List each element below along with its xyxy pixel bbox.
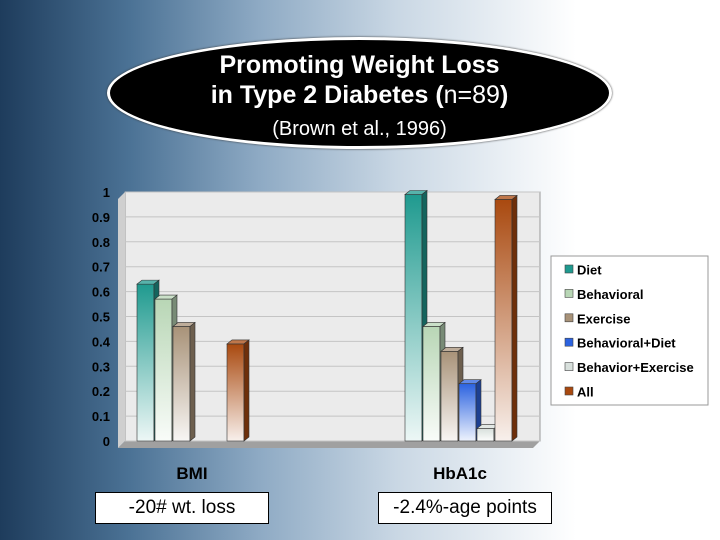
note-bmi: -20# wt. loss [95,492,269,524]
bar [458,379,482,442]
legend-swatch [564,313,574,323]
y-tick-label: 0.1 [92,409,110,424]
title-ellipse [107,37,612,149]
y-tick-label: 0.6 [92,285,110,300]
title-sample-size: n=89 [443,81,500,109]
bar-front [136,283,155,442]
bar-front [458,383,477,442]
title-suffix: ) [499,81,509,109]
y-axis-ticks: 0 0.1 0.2 0.3 0.4 0.5 0.6 0.7 0.8 0.9 1 [92,185,111,449]
note-hba1c: -2.4%-age points [378,492,552,524]
legend-label: All [577,385,594,400]
legend-label: Behavioral+Diet [577,336,676,351]
legend-swatch [564,289,574,298]
bar [172,321,196,442]
legend-swatch [564,337,574,347]
bar-front [404,194,423,442]
title-line-2: in Type 2 Diabetes (n=89) [107,80,612,110]
bar-front [440,351,459,442]
y-tick-label: 0.3 [92,359,110,374]
legend-swatch [564,362,574,371]
bar-front [494,199,513,442]
slide-title: Promoting Weight Loss in Type 2 Diabetes… [107,50,612,110]
x-axis-categories: BMI HbA1c [176,464,487,483]
legend-label: Diet [577,263,602,278]
bar-side [243,339,250,442]
y-tick-label: 0 [103,434,110,449]
bar-front [476,428,495,442]
y-tick-label: 0.8 [92,235,110,250]
y-tick-label: 0.5 [92,310,110,325]
bar-front [422,326,441,442]
bar-front [172,326,191,442]
legend-label: Behavior+Exercise [577,360,694,375]
bar-side [189,321,196,442]
slide-subtitle: (Brown et al., 1996) [272,118,447,140]
y-tick-label: 0.2 [92,384,110,399]
plot-floor [118,441,540,448]
legend-label: Exercise [577,311,631,326]
bar [494,194,518,442]
title-line-1: Promoting Weight Loss [219,51,500,79]
legend-swatch [564,386,574,396]
bar-front [226,343,245,442]
bar [226,339,250,442]
legend-box [550,255,709,406]
y-tick-label: 0.7 [92,260,110,275]
category-label: BMI [176,464,207,483]
bar-front [154,298,173,442]
y-tick-label: 1 [103,185,110,200]
title-prefix: in Type 2 Diabetes ( [210,81,444,109]
y-tick-label: 0.9 [92,210,110,225]
bars [136,189,518,442]
category-label: HbA1c [433,464,487,483]
legend-label: Behavioral [577,287,643,302]
legend: Diet Behavioral Exercise Behavioral+Diet Beh… [550,255,709,406]
bar-side [511,194,518,442]
y-tick-label: 0.4 [92,334,111,349]
legend-swatch [564,264,574,274]
plot-side-wall [118,192,125,448]
